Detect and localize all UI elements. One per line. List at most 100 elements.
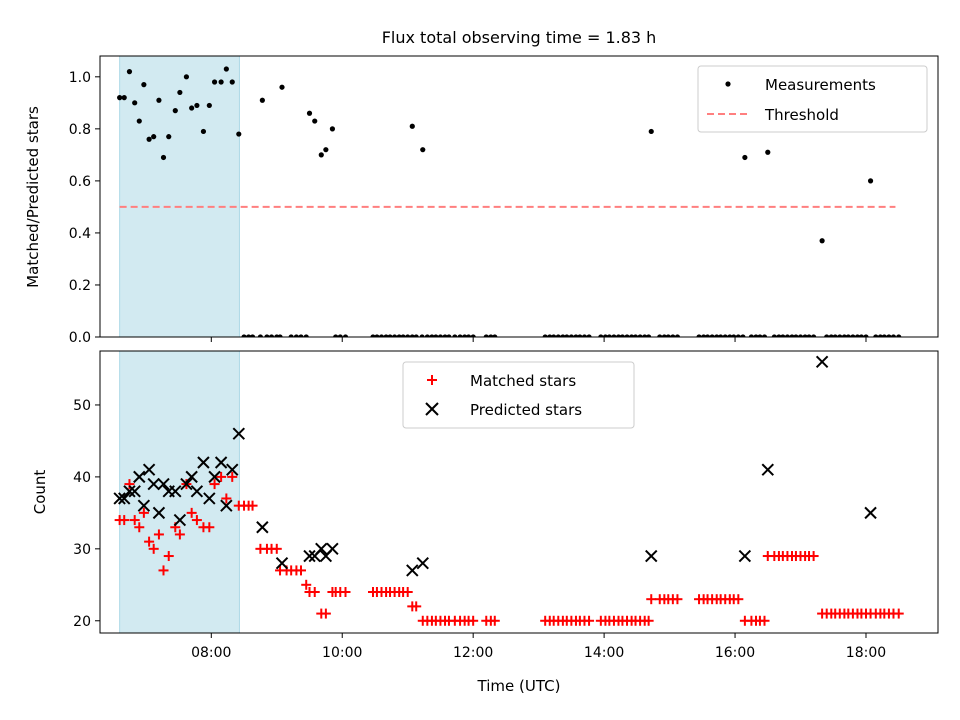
ratio-y-tick-label: 1.0 [69, 70, 91, 86]
predicted-point [128, 485, 141, 498]
measurement-point [194, 102, 200, 109]
predicted-point [645, 549, 658, 563]
measurement-point [200, 128, 207, 135]
measurement-point [784, 334, 791, 337]
predicted-point [147, 477, 160, 491]
measurement-point [867, 178, 874, 184]
measurement-point [568, 334, 574, 337]
observation-span [119, 56, 240, 337]
count-x-tick-label: 10:00 [322, 645, 362, 661]
predicted-point [214, 456, 228, 469]
predicted-point [185, 470, 198, 484]
measurement-point [877, 334, 883, 337]
matched-point [893, 608, 904, 619]
matched-point [402, 586, 413, 597]
measurement-point [722, 334, 728, 337]
measurement-point [648, 128, 654, 135]
measurement-point [845, 334, 851, 337]
measurement-point [437, 334, 444, 337]
measurement-point [670, 334, 676, 337]
measurement-point [551, 334, 557, 337]
measurement-point [637, 334, 643, 337]
measurement-point [141, 82, 147, 88]
measurement-point [424, 334, 430, 337]
matched-point [320, 608, 331, 619]
ratio-y-tick-label: 0.6 [69, 174, 91, 190]
matched-point [411, 601, 422, 612]
measurement-point [249, 334, 256, 337]
measurement-point [257, 334, 263, 337]
measurement-point [657, 334, 663, 337]
measurement-point [709, 334, 715, 337]
measurement-point [704, 334, 711, 337]
measurement-point [619, 334, 626, 337]
measurement-point [765, 149, 771, 155]
measurement-point [841, 334, 847, 337]
measurement-point [387, 334, 393, 337]
count-y-label: Count [31, 470, 49, 515]
measurement-point [462, 334, 468, 337]
ratio-y-ticks: 0.0 0.2 0.4 0.6 0.8 1.0 [69, 70, 100, 346]
chart-title: Flux total observing time = 1.83 h [382, 28, 657, 47]
ratio-x-ticks [210, 337, 867, 342]
measurement-point [246, 334, 252, 337]
measurement-point [268, 334, 275, 337]
measurement-point [586, 334, 592, 337]
predicted-point [123, 485, 136, 498]
observation-span [119, 351, 240, 633]
predicted-point [416, 557, 429, 570]
measurement-point [793, 334, 799, 337]
count-y-ticks: 20 30 40 50 [73, 398, 100, 630]
matched-point [153, 529, 164, 540]
count-x-tick-label: 12:00 [453, 645, 493, 661]
measurement-point [735, 334, 741, 337]
measurement-point [632, 334, 639, 337]
predicted-points [113, 355, 877, 577]
matched-point [340, 586, 351, 597]
measurement-point [581, 334, 588, 337]
predicted-point [157, 477, 170, 491]
predicted-point [152, 506, 166, 520]
count-x-tick-label: 18:00 [846, 645, 886, 661]
matched-point [808, 551, 819, 562]
measurement-point [383, 334, 389, 337]
measurement-point [564, 334, 570, 337]
measurement-point [312, 118, 318, 124]
predicted-point [142, 463, 156, 476]
measurement-point [555, 334, 561, 337]
measurement-point [573, 334, 579, 337]
count-x-tick-label: 14:00 [584, 645, 624, 661]
matched-point [144, 536, 155, 547]
measurement-point [718, 334, 724, 337]
measurement-point [420, 147, 426, 153]
measurement-point [757, 334, 763, 337]
observation-span-rect [119, 56, 240, 337]
measurement-point [828, 334, 834, 337]
measurement-point [761, 334, 768, 337]
predicted-point [133, 470, 146, 484]
predicted-point [220, 499, 233, 512]
legend-predicted-marker [425, 402, 439, 416]
measurement-point [850, 334, 856, 337]
matched-point [759, 615, 770, 626]
measurement-point [606, 334, 612, 337]
measurement-point [259, 97, 265, 103]
measurement-point [873, 334, 879, 337]
measurement-point [229, 79, 235, 85]
measurement-point [433, 334, 439, 337]
measurement-point [863, 334, 869, 337]
measurement-point [748, 334, 755, 337]
count-y-tick-label: 20 [73, 614, 91, 630]
matched-point [584, 615, 595, 626]
ratio-panel: 0.0 0.2 0.4 0.6 0.8 1.0 Matched/Predicted sta… [24, 55, 939, 346]
measurement-point [277, 334, 283, 337]
measurement-point [429, 334, 435, 337]
measurement-point [837, 334, 843, 337]
measurement-point [727, 334, 733, 337]
measurement-point [264, 334, 270, 337]
measurement-point [753, 334, 759, 337]
predicted-point [815, 355, 829, 368]
matched-point [489, 615, 500, 626]
measurement-point [241, 334, 247, 337]
measurement-point [542, 334, 548, 337]
